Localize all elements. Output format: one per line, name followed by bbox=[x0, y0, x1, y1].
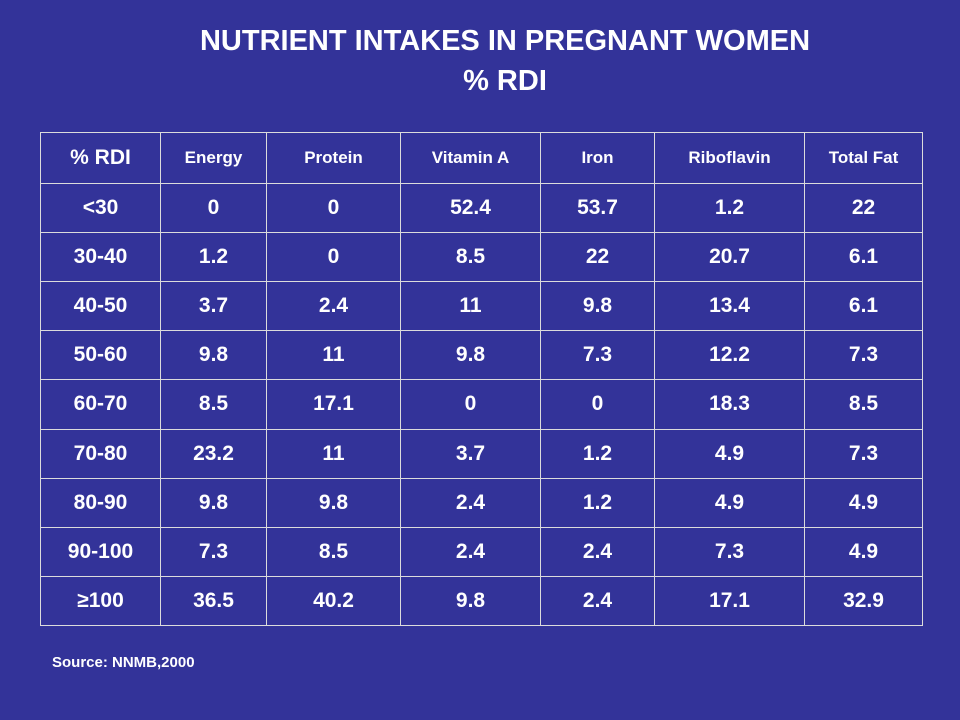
table-cell: 3.7 bbox=[400, 428, 541, 479]
table-cell: 23.2 bbox=[160, 428, 267, 479]
table-cell: 4.9 bbox=[804, 477, 923, 528]
table-row: <30 0 0 52.4 53.7 1.2 22 bbox=[40, 182, 923, 234]
column-header-rdi: % RDI bbox=[40, 132, 161, 184]
table-cell: 9.8 bbox=[160, 330, 267, 381]
table-row: 60-70 8.5 17.1 0 0 18.3 8.5 bbox=[40, 379, 923, 430]
table-cell: 36.5 bbox=[160, 575, 267, 627]
table-row: 30-40 1.2 0 8.5 22 20.7 6.1 bbox=[40, 232, 923, 283]
table-cell: 13.4 bbox=[654, 281, 805, 332]
table-cell: 11 bbox=[266, 428, 401, 479]
table-row: 70-80 23.2 11 3.7 1.2 4.9 7.3 bbox=[40, 428, 923, 479]
table-cell: 1.2 bbox=[654, 182, 805, 234]
table-cell: 1.2 bbox=[160, 232, 267, 283]
row-label-cell: 80-90 bbox=[40, 477, 161, 528]
table-cell: 32.9 bbox=[804, 575, 923, 627]
table-cell: 2.4 bbox=[540, 526, 655, 577]
table-cell: 2.4 bbox=[540, 575, 655, 627]
table-cell: 1.2 bbox=[540, 477, 655, 528]
row-label-cell: 60-70 bbox=[40, 379, 161, 430]
table-cell: 4.9 bbox=[654, 428, 805, 479]
table-cell: 4.9 bbox=[804, 526, 923, 577]
table-cell: 3.7 bbox=[160, 281, 267, 332]
table-row: 50-60 9.8 11 9.8 7.3 12.2 7.3 bbox=[40, 330, 923, 381]
row-label-cell: 70-80 bbox=[40, 428, 161, 479]
table-cell: 9.8 bbox=[160, 477, 267, 528]
column-header-total-fat: Total Fat bbox=[804, 132, 923, 184]
column-header-vitamin-a: Vitamin A bbox=[400, 132, 541, 184]
table-cell: 53.7 bbox=[540, 182, 655, 234]
table-cell: 18.3 bbox=[654, 379, 805, 430]
table-cell: 2.4 bbox=[266, 281, 401, 332]
column-header-protein: Protein bbox=[266, 132, 401, 184]
table-cell: 4.9 bbox=[654, 477, 805, 528]
table-cell: 8.5 bbox=[266, 526, 401, 577]
table-cell: 0 bbox=[266, 232, 401, 283]
table-cell: 0 bbox=[266, 182, 401, 234]
table-cell: 22 bbox=[804, 182, 923, 234]
table-cell: 7.3 bbox=[804, 330, 923, 381]
table-cell: 7.3 bbox=[540, 330, 655, 381]
table-row: 90-100 7.3 8.5 2.4 2.4 7.3 4.9 bbox=[40, 526, 923, 577]
table-cell: 0 bbox=[400, 379, 541, 430]
table-cell: 9.8 bbox=[540, 281, 655, 332]
row-label-cell: 30-40 bbox=[40, 232, 161, 283]
table-cell: 8.5 bbox=[400, 232, 541, 283]
table-cell: 52.4 bbox=[400, 182, 541, 234]
table-row: 80-90 9.8 9.8 2.4 1.2 4.9 4.9 bbox=[40, 477, 923, 528]
table-row: 40-50 3.7 2.4 11 9.8 13.4 6.1 bbox=[40, 281, 923, 332]
table-cell: 12.2 bbox=[654, 330, 805, 381]
nutrient-intake-table: % RDI Energy Protein Vitamin A Iron Ribo… bbox=[40, 132, 923, 627]
table-cell: 8.5 bbox=[160, 379, 267, 430]
table-cell: 0 bbox=[540, 379, 655, 430]
table-cell: 20.7 bbox=[654, 232, 805, 283]
row-label-cell: 90-100 bbox=[40, 526, 161, 577]
slide-subtitle: % RDI bbox=[463, 65, 547, 97]
table-cell: 40.2 bbox=[266, 575, 401, 627]
column-header-riboflavin: Riboflavin bbox=[654, 132, 805, 184]
table-cell: 2.4 bbox=[400, 477, 541, 528]
table-header-row: % RDI Energy Protein Vitamin A Iron Ribo… bbox=[40, 132, 923, 184]
table-cell: 17.1 bbox=[654, 575, 805, 627]
table-cell: 0 bbox=[160, 182, 267, 234]
table-cell: 1.2 bbox=[540, 428, 655, 479]
table-cell: 7.3 bbox=[654, 526, 805, 577]
table-cell: 9.8 bbox=[400, 330, 541, 381]
table-cell: 6.1 bbox=[804, 281, 923, 332]
table-cell: 6.1 bbox=[804, 232, 923, 283]
table-cell: 22 bbox=[540, 232, 655, 283]
table-cell: 17.1 bbox=[266, 379, 401, 430]
column-header-energy: Energy bbox=[160, 132, 267, 184]
table-cell: 11 bbox=[266, 330, 401, 381]
table-cell: 2.4 bbox=[400, 526, 541, 577]
table-cell: 7.3 bbox=[160, 526, 267, 577]
table-row: ≥100 36.5 40.2 9.8 2.4 17.1 32.9 bbox=[40, 575, 923, 627]
table-cell: 9.8 bbox=[266, 477, 401, 528]
table-cell: 7.3 bbox=[804, 428, 923, 479]
table-cell: 9.8 bbox=[400, 575, 541, 627]
row-label-cell: 50-60 bbox=[40, 330, 161, 381]
table-cell: 8.5 bbox=[804, 379, 923, 430]
slide-title: NUTRIENT INTAKES IN PREGNANT WOMEN bbox=[199, 25, 811, 57]
table-cell: 11 bbox=[400, 281, 541, 332]
row-label-cell: ≥100 bbox=[40, 575, 161, 627]
source-note: Source: NNMB,2000 bbox=[52, 654, 195, 671]
row-label-cell: 40-50 bbox=[40, 281, 161, 332]
column-header-iron: Iron bbox=[540, 132, 655, 184]
row-label-cell: <30 bbox=[40, 182, 161, 234]
